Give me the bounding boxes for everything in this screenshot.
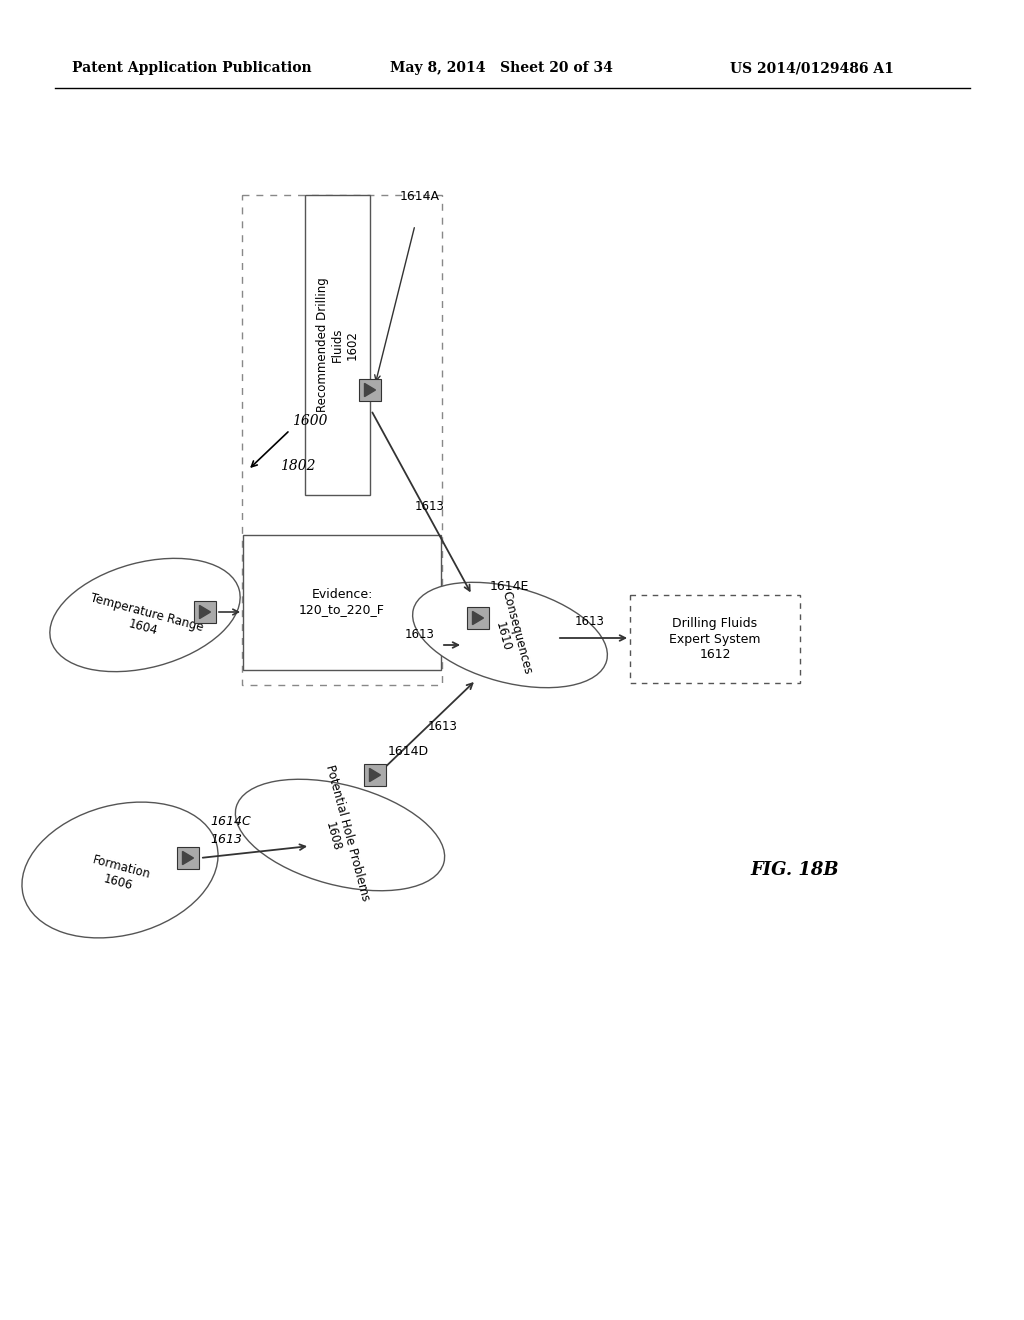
Bar xyxy=(243,535,441,671)
Bar xyxy=(630,595,800,682)
Text: May 8, 2014   Sheet 20 of 34: May 8, 2014 Sheet 20 of 34 xyxy=(390,61,613,75)
Text: 1614D: 1614D xyxy=(388,744,429,758)
Ellipse shape xyxy=(413,582,607,688)
Text: 1613: 1613 xyxy=(406,628,435,642)
Text: 1613: 1613 xyxy=(575,615,605,628)
Polygon shape xyxy=(365,383,376,396)
Polygon shape xyxy=(200,606,211,619)
Polygon shape xyxy=(370,768,381,781)
Text: 1613: 1613 xyxy=(415,500,445,513)
Text: 1613: 1613 xyxy=(428,719,458,733)
Bar xyxy=(359,379,381,401)
Bar xyxy=(305,195,370,495)
Text: Patent Application Publication: Patent Application Publication xyxy=(72,61,311,75)
Text: Drilling Fluids
Expert System
1612: Drilling Fluids Expert System 1612 xyxy=(670,618,761,660)
Text: 1802: 1802 xyxy=(280,459,315,473)
Bar xyxy=(194,601,216,623)
Text: FIG. 18B: FIG. 18B xyxy=(750,861,839,879)
Bar xyxy=(242,195,442,685)
Text: Formation
1606: Formation 1606 xyxy=(88,854,153,896)
Bar xyxy=(177,847,199,869)
Text: Consequences
1610: Consequences 1610 xyxy=(485,590,535,680)
Polygon shape xyxy=(472,611,483,624)
Text: Recommended Drilling
Fluids
1602: Recommended Drilling Fluids 1602 xyxy=(316,277,359,412)
Bar xyxy=(364,764,386,785)
Ellipse shape xyxy=(50,558,241,672)
Ellipse shape xyxy=(22,803,218,939)
Text: US 2014/0129486 A1: US 2014/0129486 A1 xyxy=(730,61,894,75)
Text: 1614E: 1614E xyxy=(490,579,529,593)
Bar xyxy=(467,607,489,630)
Text: 1614A: 1614A xyxy=(400,190,440,203)
Text: Potential Hole Problems
1608: Potential Hole Problems 1608 xyxy=(308,763,372,907)
Text: Evidence:
120_to_220_F: Evidence: 120_to_220_F xyxy=(299,589,385,616)
Text: 1614C: 1614C xyxy=(210,814,251,828)
Text: 1600: 1600 xyxy=(292,414,328,428)
Polygon shape xyxy=(182,851,194,865)
Text: Temperature Range
1604: Temperature Range 1604 xyxy=(85,591,205,648)
Ellipse shape xyxy=(236,779,444,891)
Text: 1613: 1613 xyxy=(210,833,242,846)
